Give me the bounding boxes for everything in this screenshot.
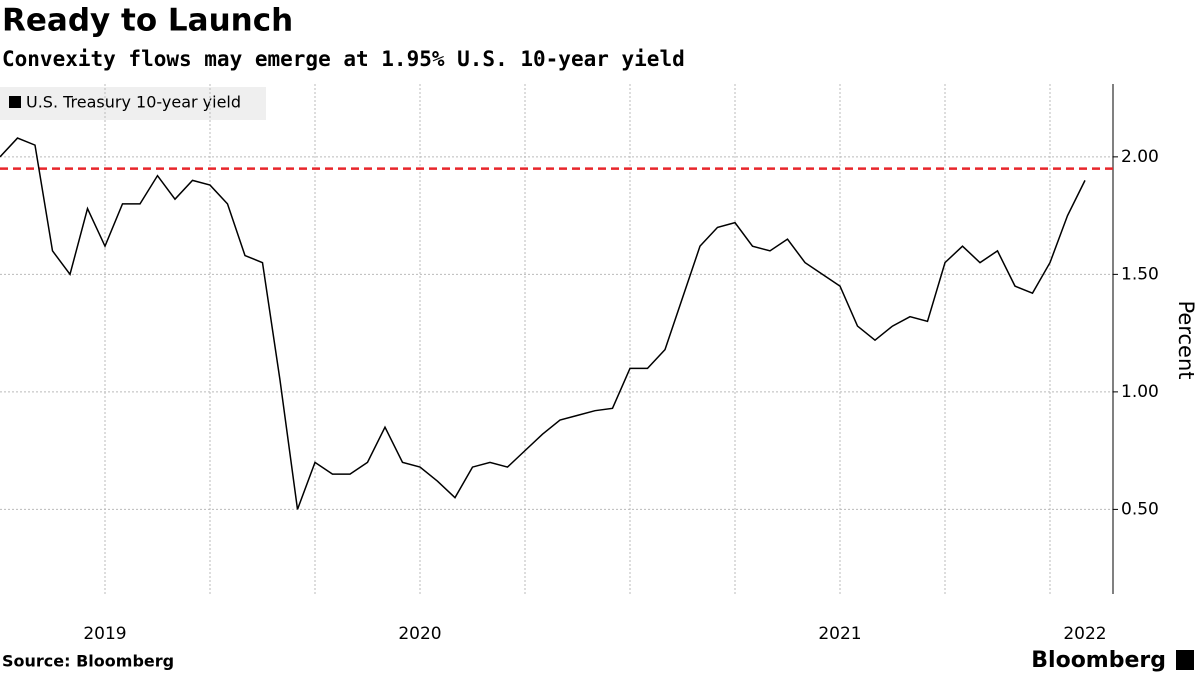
x-tick-label: 2019 <box>83 624 126 644</box>
legend-box <box>0 87 266 120</box>
x-tick-label: 2020 <box>398 624 441 644</box>
chart-subtitle: Convexity flows may emerge at 1.95% U.S.… <box>2 47 685 71</box>
y-tick-label: 1.50 <box>1121 264 1159 284</box>
x-tick-label: 2021 <box>818 624 861 644</box>
brand: Bloomberg <box>1031 648 1166 673</box>
x-tick-label: 2022 <box>1063 624 1106 644</box>
chart-title: Ready to Launch <box>2 3 293 39</box>
source: Source: Bloomberg <box>2 652 174 671</box>
brand-icon <box>1176 650 1194 670</box>
legend-swatch <box>9 96 21 108</box>
legend-label: U.S. Treasury 10-year yield <box>26 93 241 112</box>
y-axis-label: Percent <box>1174 300 1198 379</box>
y-tick-label: 0.50 <box>1121 499 1159 519</box>
series-line <box>0 137 1086 510</box>
y-tick-label: 1.00 <box>1121 382 1159 402</box>
y-tick-label: 2.00 <box>1121 147 1159 167</box>
